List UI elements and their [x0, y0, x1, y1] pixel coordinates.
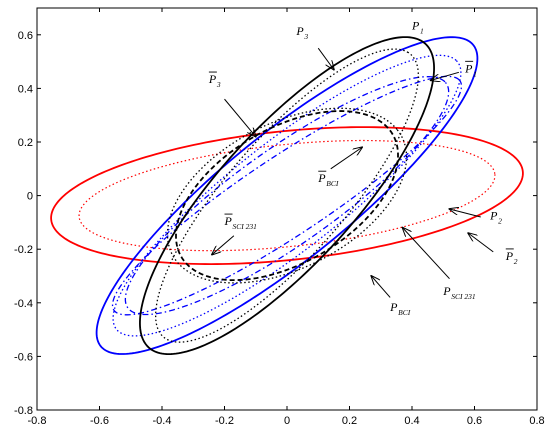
x-tick-label: -0.2 — [215, 415, 234, 427]
y-tick-label: 0.2 — [18, 137, 33, 149]
annotation-subscript: 1 — [473, 69, 477, 78]
series-layer — [50, 36, 524, 356]
annotation-arrow — [224, 98, 256, 137]
series-ellipse — [50, 126, 524, 266]
annotation-arrow — [403, 228, 450, 280]
y-tick-label: 0.6 — [18, 30, 33, 42]
x-tick-label: 0.2 — [342, 415, 357, 427]
x-tick-label: -0.6 — [90, 415, 109, 427]
annotation-arrow — [317, 47, 334, 69]
annotation-arrow — [450, 209, 481, 218]
annotation-subscript: 3 — [303, 32, 308, 41]
annotation-subscript: BCI — [326, 179, 339, 188]
annotation-arrow — [212, 235, 235, 255]
annotation-label: P — [464, 61, 473, 75]
y-tick-label: -0.8 — [14, 405, 33, 417]
annotation-label: P — [295, 24, 304, 38]
x-tick-label: 0 — [284, 415, 290, 427]
y-tick-label: -0.6 — [14, 351, 33, 363]
series-ellipse — [112, 54, 462, 337]
annotation-subscript: 2 — [498, 217, 502, 226]
series-ellipse — [78, 139, 496, 252]
y-tick-label: -0.2 — [14, 244, 33, 256]
annotation-arrow — [371, 276, 391, 298]
y-tick-label: -0.4 — [14, 298, 33, 310]
annotation-label: P — [489, 209, 498, 223]
annotation-subscript: 3 — [216, 80, 221, 89]
annotation-label: P — [317, 171, 326, 185]
annotation-label: P — [411, 18, 420, 32]
annotation-arrow — [431, 71, 460, 80]
annotation-subscript: 2 — [514, 257, 518, 266]
plot-frame — [36, 7, 538, 411]
series-ellipse — [175, 110, 399, 282]
annotation-label: P — [208, 72, 217, 86]
x-tick-label: 0.4 — [404, 415, 419, 427]
series-ellipse — [124, 76, 450, 316]
annotation-subscript: 1 — [420, 26, 424, 35]
series-ellipse — [139, 36, 435, 356]
x-tick-label: 0.6 — [467, 415, 482, 427]
annotation-label: P — [224, 214, 233, 228]
annotation-label: P — [505, 249, 514, 263]
axis-ticks: -0.8 -0.6 -0.4 -0.2 0 0.2 0.4 0.6 0.8 -0.8 -0.6 -0.… — [14, 8, 545, 427]
x-tick-label: -0.4 — [153, 415, 172, 427]
y-tick-label: 0 — [27, 191, 33, 203]
series-ellipse — [154, 48, 420, 343]
annotation-subscript: SCI 231 — [233, 222, 257, 231]
series-ellipse — [95, 36, 479, 355]
annotation-label: P — [389, 300, 398, 314]
annotation-subscript: BCI — [398, 308, 411, 317]
annotation-arrow — [330, 147, 362, 170]
annotation-arrow — [468, 233, 494, 253]
x-tick-label: -0.8 — [28, 415, 47, 427]
annotation-label: P — [442, 284, 451, 298]
y-tick-label: 0.4 — [18, 83, 33, 95]
x-tick-label: 0.8 — [529, 415, 544, 427]
annotation-subscript: SCI 231 — [451, 292, 475, 301]
